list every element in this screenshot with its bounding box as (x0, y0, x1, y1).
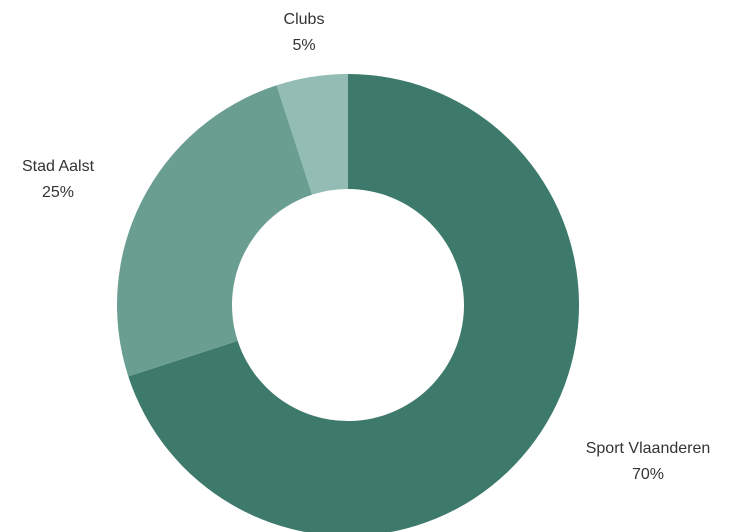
slice-label-stad-aalst: Stad Aalst (22, 158, 95, 175)
slice-stad-aalst (117, 85, 313, 377)
donut-labels: Sport Vlaanderen 70% Stad Aalst 25% Clubs 5% (22, 11, 710, 483)
slice-label-sport-vlaanderen: Sport Vlaanderen (586, 440, 711, 457)
slice-clubs (276, 74, 348, 195)
slice-value-clubs: 5% (292, 37, 315, 54)
slice-value-stad-aalst: 25% (42, 184, 74, 201)
slice-value-sport-vlaanderen: 70% (632, 466, 664, 483)
donut-slices (117, 74, 579, 532)
slice-label-clubs: Clubs (284, 11, 325, 28)
slice-sport-vlaanderen (128, 74, 579, 532)
